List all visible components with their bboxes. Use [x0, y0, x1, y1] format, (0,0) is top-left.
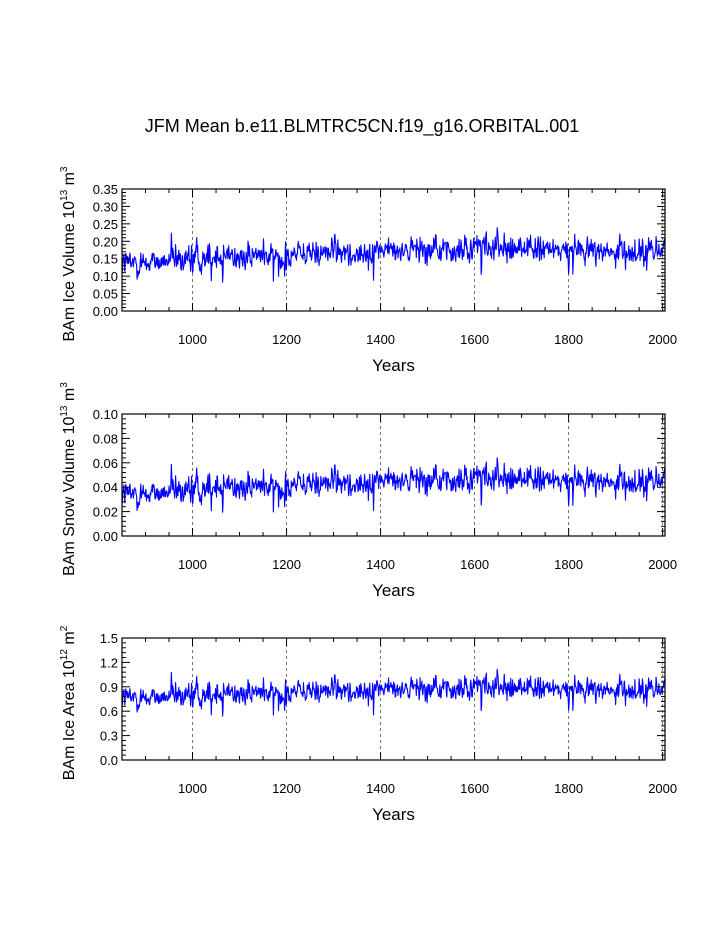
panel-ice-area: 1000 1200 1400 1600 1800 2000 0.0 0.3 0.6 0.9 1.2 1…	[59, 625, 677, 824]
y-axis-label-exponent: 13	[59, 189, 70, 201]
panel-snow-volume: 1000 1200 1400 1600 1800 2000 0.00 0.02 0.04 0.06…	[59, 382, 677, 600]
x-tick-label: 1800	[554, 781, 583, 796]
y-axis-label: BAm Ice Area 1012 m2	[59, 625, 78, 780]
y-tick-label: 0.02	[93, 505, 118, 520]
y-tick-label: 0.6	[100, 704, 118, 719]
x-tick-label: 1400	[366, 781, 395, 796]
y-axis-label-unit-exponent: 2	[59, 625, 70, 631]
x-tick-label: 1200	[272, 781, 301, 796]
x-tick-label: 1400	[366, 332, 395, 347]
y-axis-label-text: BAm Ice Area 10	[61, 660, 78, 780]
y-axis-label-exponent: 12	[59, 649, 70, 661]
figure-title: JFM Mean b.e11.BLMTRC5CN.f19_g16.ORBITAL…	[145, 116, 580, 137]
y-tick-label: 0.20	[93, 234, 118, 249]
y-tick-label: 0.00	[93, 529, 118, 544]
y-axis-label-unit-exponent: 3	[59, 166, 70, 172]
x-tick-label: 1200	[272, 557, 301, 572]
x-tick-label: 1600	[460, 781, 489, 796]
y-axis-label: BAm Ice Volume 1013 m3	[59, 166, 78, 341]
y-tick-label: 0.3	[100, 729, 118, 744]
y-tick-label: 0.06	[93, 456, 118, 471]
y-tick-label: 0.9	[100, 680, 118, 695]
x-tick-label: 2000	[648, 781, 677, 796]
x-tick-label: 2000	[648, 332, 677, 347]
y-axis-label-unit: m	[61, 388, 78, 406]
y-axis-label-unit-exponent: 3	[59, 382, 70, 388]
plot-frame	[121, 188, 666, 312]
y-tick-label: 0.15	[93, 252, 118, 267]
series-line-ice-area	[121, 668, 666, 717]
x-tick-label: 1200	[272, 332, 301, 347]
y-axis-label-unit: m	[61, 631, 78, 649]
y-tick-label: 0.10	[93, 269, 118, 284]
plot-frame	[121, 413, 666, 537]
y-tick-label: 0.35	[93, 182, 118, 197]
x-tick-label: 1800	[554, 557, 583, 572]
y-tick-label: 0.05	[93, 287, 118, 302]
x-axis-label: Years	[372, 356, 415, 375]
y-tick-label: 0.04	[93, 480, 118, 495]
y-tick-label: 1.2	[100, 655, 118, 670]
x-tick-label: 1000	[178, 332, 207, 347]
x-tick-label: 2000	[648, 557, 677, 572]
y-axis-label-exponent: 13	[59, 405, 70, 417]
series-line-ice-volume	[121, 227, 666, 283]
panel-ice-volume: 1000 1200 1400 1600 1800 2000 0.00 0.05 0.10 0.15…	[59, 166, 677, 375]
y-tick-label: 0.00	[93, 304, 118, 319]
y-tick-label: 0.30	[93, 199, 118, 214]
y-tick-label: 0.25	[93, 217, 118, 232]
y-axis-label: BAm Snow Volume 1013 m3	[59, 382, 78, 576]
x-tick-label: 1400	[366, 557, 395, 572]
plot-frame	[121, 637, 666, 761]
x-tick-label: 1000	[178, 557, 207, 572]
y-axis-label-unit: m	[61, 172, 78, 190]
x-axis-label: Years	[372, 581, 415, 600]
x-tick-label: 1000	[178, 781, 207, 796]
y-tick-label: 0.08	[93, 431, 118, 446]
y-axis-label-text: BAm Snow Volume 10	[61, 417, 78, 576]
x-tick-label: 1600	[460, 557, 489, 572]
y-tick-label: 1.5	[100, 631, 118, 646]
y-axis-label-text: BAm Ice Volume 10	[61, 201, 78, 342]
x-axis-label: Years	[372, 805, 415, 824]
x-tick-label: 1600	[460, 332, 489, 347]
y-tick-label: 0.10	[93, 407, 118, 422]
series-line-snow-volume	[121, 457, 666, 513]
y-tick-label: 0.0	[100, 753, 118, 768]
x-tick-label: 1800	[554, 332, 583, 347]
